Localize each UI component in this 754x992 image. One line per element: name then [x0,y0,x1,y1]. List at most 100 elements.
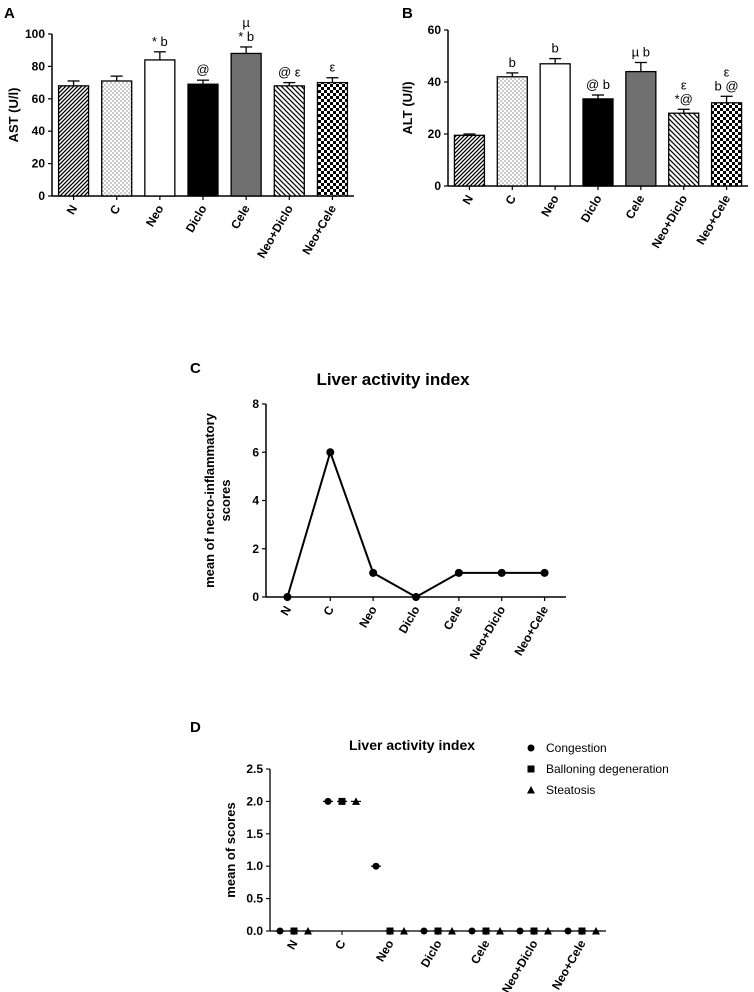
significance-label: * b [238,29,254,44]
significance-label: ε [681,77,687,92]
y-tick-label: 1.5 [246,827,263,841]
x-tick-label: C [502,192,519,207]
y-tick-label: 2 [252,542,259,556]
significance-label: µ b [632,45,650,60]
x-tick-label: Cele [228,202,253,231]
x-tick-label: Neo+Cele [549,937,589,992]
y-tick-label: 0 [38,189,45,203]
bar-Cele [230,52,262,197]
y-axis-label: ALT (U/l) [400,81,415,134]
chart-title: Liver activity index [349,737,475,753]
bar-Neo+Cele [710,102,743,187]
x-tick-label: N [460,193,476,208]
y-tick-label: 60 [428,23,442,37]
x-tick-label: N [284,938,300,953]
x-tick-label: Neo+Cele [694,192,734,247]
data-point-Neo [369,568,378,577]
point-triangle-Neo+Cele [592,927,600,935]
point-circle-Neo [372,862,380,870]
significance-label: b @ [715,78,739,93]
point-triangle-Diclo [448,927,456,935]
point-circle-Diclo [420,927,428,935]
bar-N [453,134,486,187]
bar-Diclo [582,98,614,187]
x-tick-label: Neo+Cele [512,603,552,658]
bar-Neo [144,59,176,197]
panel-label: A [4,5,15,22]
x-tick-label: C [320,603,337,618]
point-circle-Neo+Cele [564,927,572,935]
y-tick-label: 80 [32,59,46,73]
x-tick-label: Neo+Diclo [649,193,691,251]
bar-Cele [625,70,657,187]
significance-label: ε [724,64,730,79]
significance-label: b [552,41,559,56]
significance-label: @ ε [278,65,301,80]
x-tick-label: C [332,937,349,952]
bar-Neo [539,63,571,187]
x-tick-label: Cele [441,603,466,632]
x-tick-label: Cele [623,192,648,221]
bar-N [57,85,90,197]
bar-C [496,76,528,187]
x-tick-label: Neo+Diclo [467,604,509,662]
panel-label: B [402,5,413,22]
y-tick-label: 1.0 [246,859,263,873]
x-tick-label: Diclo [396,604,423,636]
panel-label: D [190,719,201,736]
y-tick-label: 40 [428,75,442,89]
bar-Diclo [187,83,219,197]
data-point-Neo+Cele [540,568,549,577]
significance-label: b [509,55,516,70]
significance-label: *@ [675,91,693,106]
y-tick-label: 40 [32,124,46,138]
point-circle-Neo+Diclo [516,927,524,935]
point-circle-N [276,927,284,935]
point-triangle-Cele [496,927,504,935]
x-tick-label: Neo+Cele [299,202,339,257]
significance-label: µ [242,15,250,30]
data-point-Neo+Diclo [497,568,506,577]
y-axis-label-line: scores [218,480,233,522]
panel-b-alt-chart: B 0 20 40 60 ALT (U/l) Nb Cb Neo @ b Diclo µ b Cele *… [400,5,748,251]
x-tick-label: Neo+Diclo [499,938,541,992]
bar-Neo+Cele [316,81,349,197]
x-tick-label: C [107,202,124,217]
panel-c-line-chart: C Liver activity index 0 2 4 6 8 mean of necro-… [190,360,566,662]
y-axis-label: mean of scores [223,802,238,897]
y-tick-label: 100 [25,27,45,41]
y-tick-label: 20 [428,127,442,141]
bar-Neo+Diclo [273,85,305,197]
x-tick-label: Neo+Diclo [254,203,296,261]
y-tick-label: 0.0 [246,924,263,938]
legend-label: Steatosis [546,783,595,797]
y-tick-label: 20 [32,157,46,171]
data-point-C [326,448,335,457]
x-tick-label: Neo [143,203,166,230]
significance-label: @ b [586,77,610,92]
y-axis-label: AST (U/l) [6,88,21,143]
x-tick-label: Neo [373,938,396,965]
legend-marker-triangle [527,786,535,794]
x-tick-label: Neo [356,604,379,631]
x-tick-label: Neo [538,193,561,220]
y-tick-label: 8 [252,397,259,411]
legend-marker-square [527,765,535,773]
y-tick-label: 0 [252,590,259,604]
x-tick-label: N [64,203,80,218]
x-tick-label: Diclo [183,203,210,235]
series-line [286,449,545,599]
chart-title: Liver activity index [316,370,470,389]
point-triangle-Neo [400,927,408,935]
point-circle-C [324,797,332,805]
point-circle-Cele [468,927,476,935]
bar-C [101,80,133,197]
y-axis-label-line: mean of necro-inflammatory [202,412,217,588]
point-triangle-C [352,797,360,805]
y-tick-label: 0.5 [246,892,263,906]
significance-label: @ [196,62,209,77]
significance-label: * b [152,34,168,49]
y-tick-label: 60 [32,92,46,106]
